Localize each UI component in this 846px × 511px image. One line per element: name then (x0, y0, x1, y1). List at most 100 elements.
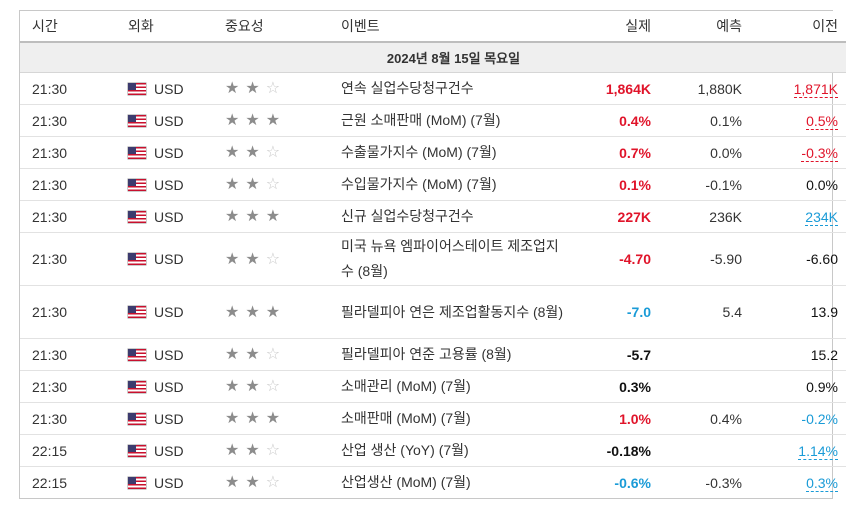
event-actual: 0.3% (571, 370, 658, 403)
event-row[interactable]: 21:30 USD ★ ★ ★ 근원 소매판매 (MoM) (7월) 0.4% 0.1% 0.5… (20, 104, 846, 137)
event-row[interactable]: 22:15 USD ★ ★ ☆ 산업생산 (MoM) (7월) -0.6% -0.3% 0.3% (20, 467, 846, 499)
event-actual: 0.1% (571, 168, 658, 201)
us-flag-canton (128, 114, 136, 122)
previous-value[interactable]: 1.14% (798, 442, 838, 460)
event-name[interactable]: 수출물가지수 (MoM) (7월) (337, 136, 571, 169)
actual-value: 0.7% (619, 144, 651, 161)
star-filled-icon: ★ (225, 474, 240, 491)
event-name[interactable]: 산업 생산 (YoY) (7월) (337, 434, 571, 467)
event-row[interactable]: 21:30 USD ★ ★ ☆ 미국 뉴욕 엠파이어스테이트 제조업지수 (8월) -4.7… (20, 232, 846, 286)
star-empty-icon: ☆ (265, 250, 281, 268)
event-name[interactable]: 소매판매 (MoM) (7월) (337, 402, 571, 435)
event-name[interactable]: 필라델피아 연준 고용률 (8월) (337, 338, 571, 371)
star-filled-icon: ★ (225, 346, 240, 363)
header-previous[interactable]: 이전 (744, 11, 846, 43)
event-time: 21:30 (20, 168, 115, 201)
event-previous: -0.3% (744, 136, 846, 169)
event-actual: -7.0 (571, 285, 658, 339)
event-name[interactable]: 미국 뉴욕 엠파이어스테이트 제조업지수 (8월) (337, 232, 571, 286)
event-name[interactable]: 연속 실업수당청구건수 (337, 72, 571, 105)
event-importance: ★ ★ ★ (213, 402, 337, 435)
event-row[interactable]: 21:30 USD ★ ★ ★ 필라델피아 연은 제조업활동지수 (8월) -7.0 5.4 1… (20, 285, 846, 339)
event-importance: ★ ★ ☆ (213, 370, 337, 403)
actual-value: 0.1% (619, 176, 651, 193)
event-previous: 15.2 (744, 338, 846, 371)
currency-code: USD (154, 378, 184, 395)
star-empty-icon: ☆ (265, 346, 281, 363)
event-row[interactable]: 21:30 USD ★ ★ ☆ 수출물가지수 (MoM) (7월) 0.7% 0.0% -0.3… (20, 136, 846, 169)
us-flag-canton (128, 476, 136, 484)
previous-value[interactable]: -0.3% (801, 144, 838, 162)
event-name[interactable]: 근원 소매판매 (MoM) (7월) (337, 104, 571, 137)
us-flag-icon (128, 306, 146, 318)
currency-code: USD (154, 442, 184, 459)
star-filled-icon: ★ (225, 80, 240, 97)
event-importance: ★ ★ ☆ (213, 338, 337, 371)
us-flag-canton (128, 253, 136, 260)
event-time: 21:30 (20, 370, 115, 403)
us-flag-icon (128, 348, 146, 361)
date-row: 2024년 8월 15일 목요일 (20, 42, 846, 73)
event-time: 22:15 (20, 434, 115, 467)
previous-value[interactable]: 1,871K (793, 80, 838, 98)
us-flag-icon (128, 444, 146, 457)
event-name[interactable]: 수입물가지수 (MoM) (7월) (337, 168, 571, 201)
previous-value: -0.2% (801, 410, 838, 427)
event-row[interactable]: 21:30 USD ★ ★ ☆ 연속 실업수당청구건수 1,864K 1,880K 1,871K (20, 72, 846, 105)
header-event[interactable]: 이벤트 (337, 11, 571, 43)
previous-value: 0.0% (806, 176, 838, 193)
previous-value[interactable]: 0.3% (806, 474, 838, 492)
previous-value: 0.9% (806, 378, 838, 395)
star-filled-icon: ★ (245, 474, 260, 491)
event-row[interactable]: 21:30 USD ★ ★ ★ 신규 실업수당청구건수 227K 236K 234K (20, 200, 846, 233)
event-currency: USD (115, 136, 213, 169)
event-forecast: 236K (658, 200, 744, 233)
event-forecast: 0.4% (658, 402, 744, 435)
header-actual[interactable]: 실제 (571, 11, 658, 43)
event-importance: ★ ★ ☆ (213, 136, 337, 169)
event-forecast (658, 370, 744, 403)
currency-code: USD (154, 144, 184, 161)
previous-value[interactable]: 234K (805, 208, 838, 226)
event-name[interactable]: 신규 실업수당청구건수 (337, 200, 571, 233)
event-time: 21:30 (20, 285, 115, 339)
us-flag-icon (128, 210, 146, 223)
currency-code: USD (154, 474, 184, 491)
actual-value: 227K (617, 208, 651, 225)
event-name[interactable]: 산업생산 (MoM) (7월) (341, 474, 471, 490)
event-row[interactable]: 21:30 USD ★ ★ ☆ 수입물가지수 (MoM) (7월) 0.1% -0.1% 0.0… (20, 168, 846, 201)
event-currency: USD (115, 232, 213, 286)
star-filled-icon: ★ (225, 442, 240, 459)
event-row[interactable]: 21:30 USD ★ ★ ★ 소매판매 (MoM) (7월) 1.0% 0.4% -0.2% (20, 402, 846, 435)
event-forecast (658, 338, 744, 371)
event-row[interactable]: 22:15 USD ★ ★ ☆ 산업 생산 (YoY) (7월) -0.18% 1.14% (20, 434, 846, 467)
event-name[interactable]: 소매관리 (MoM) (7월) (337, 370, 571, 403)
us-flag-canton (128, 210, 136, 218)
event-name[interactable]: 필라델피아 연은 제조업활동지수 (8월) (337, 285, 571, 339)
event-row[interactable]: 21:30 USD ★ ★ ☆ 소매관리 (MoM) (7월) 0.3% 0.9% (20, 370, 846, 403)
star-filled-icon: ★ (265, 112, 281, 129)
star-filled-icon: ★ (225, 112, 240, 129)
star-filled-icon: ★ (265, 410, 281, 427)
event-row[interactable]: 21:30 USD ★ ★ ☆ 필라델피아 연준 고용률 (8월) -5.7 15.2 (20, 338, 846, 371)
header-currency[interactable]: 외화 (115, 11, 213, 43)
us-flag-icon (128, 82, 146, 95)
currency-code: USD (154, 112, 184, 129)
event-previous: 13.9 (744, 285, 846, 339)
header-importance[interactable]: 중요성 (213, 11, 337, 43)
us-flag-canton (128, 82, 136, 90)
star-filled-icon: ★ (225, 303, 240, 321)
us-flag-icon (128, 476, 146, 489)
header-forecast[interactable]: 예측 (658, 11, 744, 43)
header-time[interactable]: 시간 (20, 11, 115, 43)
actual-value: 1.0% (619, 410, 651, 427)
date-label: 2024년 8월 15일 목요일 (20, 42, 846, 73)
star-filled-icon: ★ (245, 303, 260, 321)
event-previous: -6.60 (744, 232, 846, 286)
star-filled-icon: ★ (245, 144, 260, 161)
us-flag-canton (128, 412, 136, 420)
star-filled-icon: ★ (225, 144, 240, 161)
previous-value[interactable]: 0.5% (806, 112, 838, 130)
previous-value: -6.60 (806, 251, 838, 267)
actual-value: -0.18% (606, 442, 651, 459)
